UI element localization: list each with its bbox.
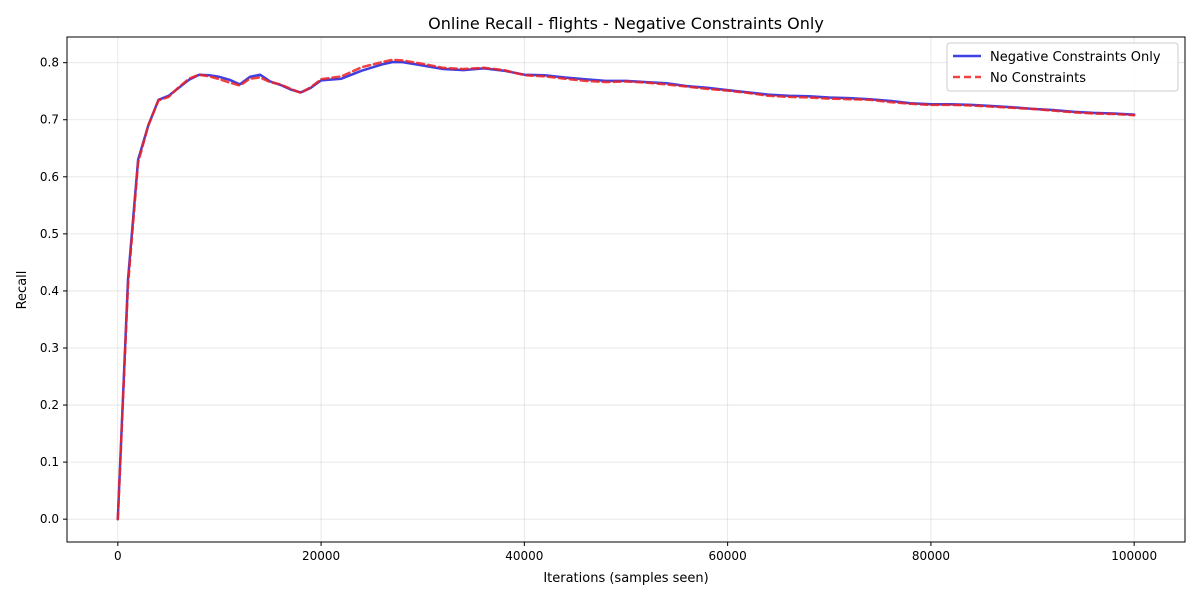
x-tick-label: 100000 bbox=[1111, 549, 1157, 563]
y-axis-ticks: 0.0 0.1 0.2 0.3 0.4 0.5 0.6 0.7 0.8 bbox=[40, 56, 67, 526]
x-tick-label: 0 bbox=[114, 549, 122, 563]
x-axis-label: Iterations (samples seen) bbox=[543, 571, 708, 586]
legend-label-negative-constraints: Negative Constraints Only bbox=[990, 50, 1161, 65]
series-line-no-constraints bbox=[116, 58, 1136, 521]
x-tick-label: 20000 bbox=[302, 549, 340, 563]
y-axis-label: Recall bbox=[15, 271, 30, 310]
y-tick-label: 0.1 bbox=[40, 455, 59, 469]
x-axis-ticks: 0 20000 40000 60000 80000 100000 bbox=[114, 542, 1157, 563]
y-tick-label: 0.2 bbox=[40, 398, 59, 412]
y-tick-label: 0.0 bbox=[40, 512, 59, 526]
grid bbox=[67, 37, 1185, 542]
y-tick-label: 0.4 bbox=[40, 284, 59, 298]
chart-title: Online Recall - flights - Negative Const… bbox=[428, 14, 824, 33]
x-tick-label: 80000 bbox=[912, 549, 950, 563]
y-tick-label: 0.3 bbox=[40, 341, 59, 355]
series-lines bbox=[116, 58, 1136, 521]
x-tick-label: 40000 bbox=[505, 549, 543, 563]
y-tick-label: 0.8 bbox=[40, 56, 59, 70]
legend-label-no-constraints: No Constraints bbox=[990, 71, 1086, 86]
x-tick-label: 60000 bbox=[709, 549, 747, 563]
legend: Negative Constraints Only No Constraints bbox=[946, 42, 1179, 92]
y-tick-label: 0.6 bbox=[40, 170, 59, 184]
legend-box bbox=[946, 42, 1179, 92]
plot-frame bbox=[66, 36, 1186, 543]
y-tick-label: 0.7 bbox=[40, 113, 59, 127]
y-tick-label: 0.5 bbox=[40, 227, 59, 241]
